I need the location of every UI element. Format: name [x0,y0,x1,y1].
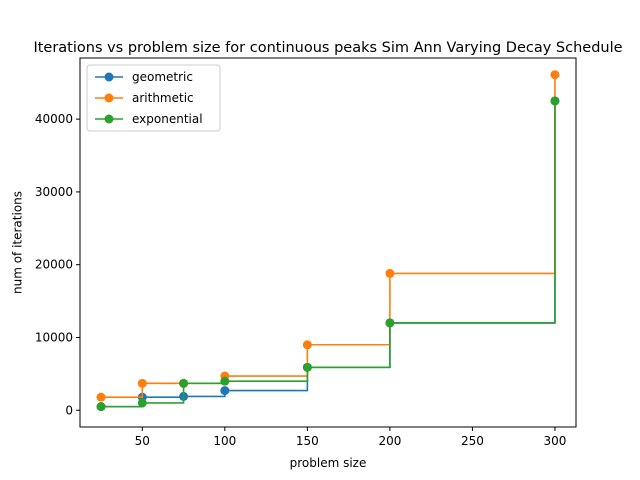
legend: geometric arithmetic exponential [86,64,221,132]
data-point-exponential [550,96,560,106]
series-line-geometric [101,100,556,408]
legend-box [86,64,221,132]
x-tick-label: 250 [461,434,484,448]
data-point-exponential [179,378,189,388]
legend-item-exponential: exponential [95,112,203,126]
x-tick-label: 50 [135,434,150,448]
series-exponential [96,96,560,412]
y-tick-label: 10000 [35,330,73,344]
legend-label: exponential [132,112,203,126]
data-point-exponential [302,362,312,372]
plot-area [79,57,577,428]
legend-label: geometric [132,70,193,84]
data-point-exponential [96,402,106,412]
legend-label: arithmetic [132,91,194,105]
x-tick-label: 200 [378,434,401,448]
y-axis-label: num of iterations [11,191,25,294]
legend-marker [104,72,114,82]
data-point-geometric [220,386,230,396]
y-tick-label: 0 [65,403,73,417]
x-axis-ticks: 50 100 150 200 250 300 [135,427,567,448]
data-point-arithmetic [137,378,147,388]
legend-marker [104,114,114,124]
y-tick-label: 20000 [35,258,73,272]
axes-frame [79,57,577,428]
y-tick-label: 30000 [35,185,73,199]
x-tick-label: 150 [296,434,319,448]
data-point-exponential [220,376,230,386]
y-tick-label: 40000 [35,112,73,126]
data-point-arithmetic [550,70,560,80]
legend-item-arithmetic: arithmetic [95,91,194,105]
x-tick-label: 300 [544,434,567,448]
x-tick-label: 100 [213,434,236,448]
legend-marker [104,93,114,103]
series-line-exponential [101,100,556,408]
x-axis-label: problem size [290,456,367,470]
chart-title: Iterations vs problem size for continuou… [33,40,622,56]
y-axis-ticks: 0 10000 20000 30000 40000 [35,112,80,417]
series-layer [96,70,560,412]
legend-item-geometric: geometric [95,70,193,84]
data-point-arithmetic [302,340,312,350]
series-geometric [96,96,560,412]
data-point-exponential [385,318,395,328]
data-point-exponential [137,398,147,408]
data-point-arithmetic [96,392,106,402]
data-point-arithmetic [385,268,395,278]
